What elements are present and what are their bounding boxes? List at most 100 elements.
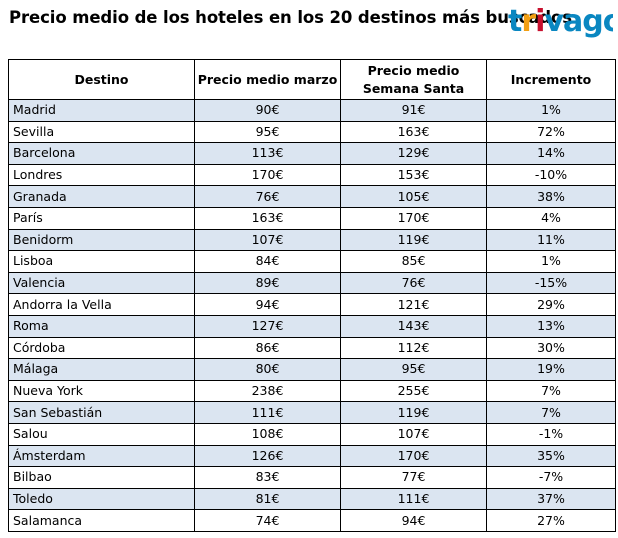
cell-precio-semana-santa: 163€ bbox=[340, 120, 487, 144]
cell-incremento: 37% bbox=[486, 487, 616, 511]
cell-incremento: 1% bbox=[486, 250, 616, 273]
cell-precio-marzo: 81€ bbox=[194, 487, 341, 511]
cell-destino: Sevilla bbox=[8, 120, 195, 144]
cell-precio-semana-santa: 105€ bbox=[340, 185, 487, 208]
header-destino: Destino bbox=[8, 59, 195, 100]
cell-precio-semana-santa: 111€ bbox=[340, 487, 487, 511]
cell-precio-semana-santa: 119€ bbox=[340, 228, 487, 252]
cell-precio-marzo: 170€ bbox=[194, 163, 341, 187]
cell-precio-semana-santa: 170€ bbox=[340, 444, 487, 468]
table-row: París 163€ 170€ 4% bbox=[8, 206, 616, 230]
cell-destino: San Sebastián bbox=[8, 401, 195, 424]
cell-precio-marzo: 83€ bbox=[194, 466, 341, 489]
cell-precio-semana-santa: 107€ bbox=[340, 422, 487, 446]
cell-incremento: 1% bbox=[486, 99, 616, 122]
table-row: Málaga 80€ 95€ 19% bbox=[8, 358, 616, 381]
cell-incremento: 11% bbox=[486, 228, 616, 252]
cell-precio-semana-santa: 129€ bbox=[340, 142, 487, 165]
table-row: Granada 76€ 105€ 38% bbox=[8, 185, 616, 208]
cell-incremento: -7% bbox=[486, 466, 616, 489]
table-row: Toledo 81€ 111€ 37% bbox=[8, 487, 616, 511]
cell-precio-semana-santa: 91€ bbox=[340, 99, 487, 122]
cell-destino: Bilbao bbox=[8, 466, 195, 489]
table-row: Córdoba 86€ 112€ 30% bbox=[8, 336, 616, 360]
cell-precio-marzo: 108€ bbox=[194, 422, 341, 446]
cell-destino: Andorra la Vella bbox=[8, 293, 195, 316]
header-row: Destino Precio medio marzo Precio medio … bbox=[8, 59, 616, 100]
cell-incremento: 4% bbox=[486, 206, 616, 230]
cell-incremento: 72% bbox=[486, 120, 616, 144]
cell-destino: Valencia bbox=[8, 271, 195, 295]
cell-precio-semana-santa: 143€ bbox=[340, 314, 487, 338]
cell-precio-marzo: 84€ bbox=[194, 250, 341, 273]
cell-destino: Granada bbox=[8, 185, 195, 208]
cell-incremento: 14% bbox=[486, 142, 616, 165]
cell-precio-marzo: 86€ bbox=[194, 336, 341, 360]
cell-incremento: 35% bbox=[486, 444, 616, 468]
cell-precio-marzo: 95€ bbox=[194, 120, 341, 144]
cell-precio-marzo: 113€ bbox=[194, 142, 341, 165]
table-row: Salamanca 74€ 94€ 27% bbox=[8, 509, 616, 532]
cell-destino: Nueva York bbox=[8, 379, 195, 403]
cell-incremento: 30% bbox=[486, 336, 616, 360]
table-row: Barcelona 113€ 129€ 14% bbox=[8, 142, 616, 165]
table-row: Sevilla 95€ 163€ 72% bbox=[8, 120, 616, 144]
cell-destino: Málaga bbox=[8, 358, 195, 381]
table-row: San Sebastián 111€ 119€ 7% bbox=[8, 401, 616, 424]
cell-precio-marzo: 111€ bbox=[194, 401, 341, 424]
cell-precio-semana-santa: 85€ bbox=[340, 250, 487, 273]
cell-incremento: -1% bbox=[486, 422, 616, 446]
table-row: Roma 127€ 143€ 13% bbox=[8, 314, 616, 338]
cell-precio-semana-santa: 121€ bbox=[340, 293, 487, 316]
table-row: Madrid 90€ 91€ 1% bbox=[8, 99, 616, 122]
cell-destino: Salamanca bbox=[8, 509, 195, 532]
cell-precio-semana-santa: 112€ bbox=[340, 336, 487, 360]
cell-precio-semana-santa: 94€ bbox=[340, 509, 487, 532]
cell-precio-semana-santa: 153€ bbox=[340, 163, 487, 187]
table-row: Benidorm 107€ 119€ 11% bbox=[8, 228, 616, 252]
cell-incremento: 13% bbox=[486, 314, 616, 338]
cell-incremento: 19% bbox=[486, 358, 616, 381]
table-row: Londres 170€ 153€ -10% bbox=[8, 163, 616, 187]
cell-destino: Toledo bbox=[8, 487, 195, 511]
cell-destino: Londres bbox=[8, 163, 195, 187]
svg-text:trivago: trivago bbox=[508, 4, 613, 39]
cell-destino: Córdoba bbox=[8, 336, 195, 360]
table-body: Madrid 90€ 91€ 1% Sevilla 95€ 163€ 72% Barcelona… bbox=[8, 99, 616, 532]
cell-incremento: 27% bbox=[486, 509, 616, 532]
cell-precio-marzo: 80€ bbox=[194, 358, 341, 381]
cell-precio-semana-santa: 77€ bbox=[340, 466, 487, 489]
cell-incremento: 29% bbox=[486, 293, 616, 316]
cell-destino: Salou bbox=[8, 422, 195, 446]
cell-precio-semana-santa: 170€ bbox=[340, 206, 487, 230]
cell-precio-marzo: 107€ bbox=[194, 228, 341, 252]
cell-destino: Barcelona bbox=[8, 142, 195, 165]
cell-destino: París bbox=[8, 206, 195, 230]
cell-precio-marzo: 127€ bbox=[194, 314, 341, 338]
table-row: Ámsterdam 126€ 170€ 35% bbox=[8, 444, 616, 468]
cell-precio-marzo: 89€ bbox=[194, 271, 341, 295]
table-row: Salou 108€ 107€ -1% bbox=[8, 422, 616, 446]
cell-incremento: -10% bbox=[486, 163, 616, 187]
table-row: Valencia 89€ 76€ -15% bbox=[8, 271, 616, 295]
cell-precio-semana-santa: 95€ bbox=[340, 358, 487, 381]
header-precio-semana-santa-label: Precio medio Semana Santa bbox=[362, 62, 465, 96]
cell-destino: Lisboa bbox=[8, 250, 195, 273]
cell-destino: Ámsterdam bbox=[8, 444, 195, 468]
table-row: Bilbao 83€ 77€ -7% bbox=[8, 466, 616, 489]
cell-destino: Benidorm bbox=[8, 228, 195, 252]
cell-precio-semana-santa: 255€ bbox=[340, 379, 487, 403]
chart-title: Precio medio de los hoteles en los 20 de… bbox=[9, 8, 572, 27]
header-incremento: Incremento bbox=[486, 59, 616, 100]
cell-precio-semana-santa: 119€ bbox=[340, 401, 487, 424]
cell-precio-marzo: 90€ bbox=[194, 99, 341, 122]
cell-precio-marzo: 74€ bbox=[194, 509, 341, 532]
cell-precio-marzo: 76€ bbox=[194, 185, 341, 208]
cell-destino: Madrid bbox=[8, 99, 195, 122]
cell-precio-semana-santa: 76€ bbox=[340, 271, 487, 295]
cell-incremento: -15% bbox=[486, 271, 616, 295]
cell-incremento: 38% bbox=[486, 185, 616, 208]
cell-precio-marzo: 238€ bbox=[194, 379, 341, 403]
table-row: Lisboa 84€ 85€ 1% bbox=[8, 250, 616, 273]
header-precio-marzo-label: Precio medio marzo bbox=[197, 71, 338, 87]
